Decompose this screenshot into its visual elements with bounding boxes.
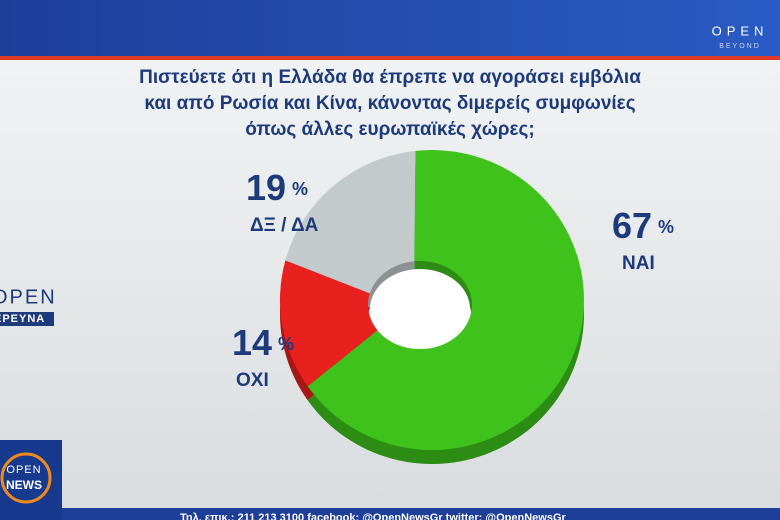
- value-number: 67: [612, 205, 652, 246]
- side-logo-sub: ΕΡΕΥΝΑ: [0, 313, 45, 325]
- value-label: 19%: [246, 167, 308, 208]
- value-number: 19: [246, 167, 286, 208]
- top-logo-sub: BEYOND: [719, 43, 761, 50]
- category-label: ΟΧΙ: [236, 370, 269, 391]
- side-logo: OPEN: [0, 286, 57, 308]
- corner-logo-ring: [0, 452, 52, 504]
- ticker: Τηλ. επικ.: 211 213 3100 facebook: @Open…: [180, 512, 567, 520]
- category-label: ΔΞ / ΔΑ: [250, 215, 319, 236]
- value-unit: %: [278, 334, 294, 354]
- value-unit: %: [658, 217, 674, 237]
- category-label: ΝΑΙ: [622, 253, 655, 274]
- value-unit: %: [292, 179, 308, 199]
- title-line: Πιστεύετε ότι η Ελλάδα θα έπρεπε να αγορ…: [139, 67, 641, 88]
- value-label: 67%: [612, 205, 674, 246]
- donut-hole: [370, 269, 470, 349]
- title: Πιστεύετε ότι η Ελλάδα θα έπρεπε να αγορ…: [139, 67, 641, 140]
- slice: [285, 150, 416, 294]
- slice: [280, 260, 378, 387]
- bottom-bar: [0, 508, 780, 520]
- value-label: 14%: [232, 322, 294, 363]
- title-line: και από Ρωσία και Κίνα, κάνοντας διμερεί…: [144, 93, 635, 114]
- top-stripe: [0, 56, 780, 60]
- slice: [307, 150, 585, 450]
- title-line: όπως άλλες ευρωπαϊκές χώρες;: [245, 119, 535, 140]
- top-bar: [0, 0, 780, 56]
- corner-logo-top: OPEN: [6, 464, 41, 476]
- side-logo-box: [0, 312, 54, 326]
- corner-logo-bottom: NEWS: [6, 478, 42, 492]
- value-number: 14: [232, 322, 272, 363]
- top-logo: OPEN: [712, 23, 769, 38]
